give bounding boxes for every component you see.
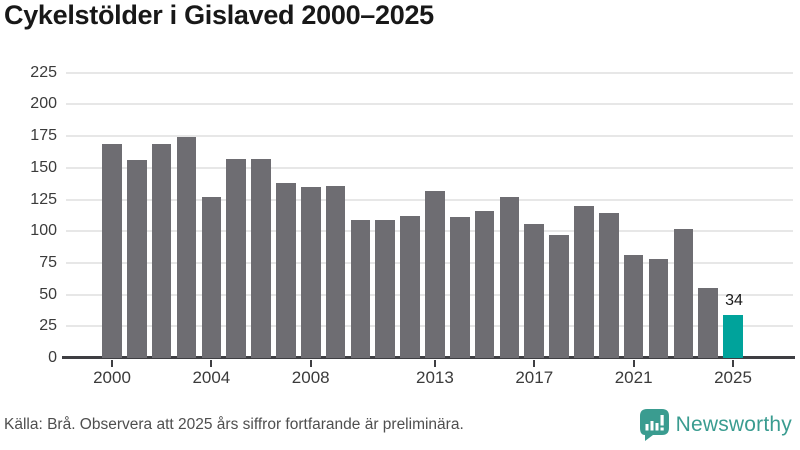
y-axis-tick-label: 225	[30, 63, 57, 81]
bar-value-annotation: 34	[725, 291, 743, 309]
bar-2015	[474, 210, 495, 358]
y-axis-tick-label: 200	[30, 95, 57, 113]
x-axis-tick	[732, 360, 734, 367]
x-axis-tick-label: 2025	[714, 368, 752, 387]
x-axis-tick-label: 2021	[614, 368, 653, 387]
bar-2010	[350, 219, 371, 358]
source-note: Källa: Brå. Observera att 2025 års siffr…	[4, 416, 464, 433]
bar-2006	[251, 158, 271, 358]
y-axis-tick-label: 125	[30, 190, 57, 208]
x-axis-tick	[632, 360, 635, 367]
x-axis-tick-label: 2013	[415, 368, 454, 387]
bar-2012	[400, 215, 420, 358]
y-axis-tick-label: 25	[39, 317, 57, 335]
bar-2013	[425, 190, 445, 358]
bar-2014	[449, 217, 470, 358]
bar-2001	[127, 160, 147, 358]
x-axis-tick-label: 2008	[291, 368, 330, 387]
newsworthy-bars-icon	[639, 409, 669, 441]
x-axis-tick	[433, 360, 436, 367]
newsworthy-logo: Newsworthy	[639, 409, 792, 441]
bar-2011	[375, 219, 396, 358]
gridline	[66, 166, 793, 169]
bar-2007	[276, 183, 296, 358]
chart-title: Cykelstölder i Gislaved 2000–2025	[4, 0, 434, 30]
x-axis-tick-label: 2004	[192, 368, 231, 387]
bar-2021	[623, 255, 644, 358]
bar-2022	[648, 259, 669, 358]
y-axis-tick-label: 175	[30, 127, 57, 145]
bar-2000	[102, 143, 122, 358]
bar-2019	[574, 205, 594, 358]
x-axis-tick	[210, 360, 213, 367]
y-axis-tick-label: 100	[30, 222, 57, 240]
gridline	[66, 103, 793, 106]
y-axis-tick-label: 75	[39, 253, 57, 271]
bar-2002	[151, 143, 172, 358]
bar-2005	[226, 158, 246, 358]
gridline	[66, 71, 793, 74]
y-axis-tick-label: 0	[48, 349, 57, 366]
newsworthy-logo-text: Newsworthy	[675, 413, 792, 436]
plot-area: 0 25 50 75 100 125 150 175 200 225 2000 2004 2008 201…	[30, 60, 795, 387]
bar-2023	[673, 228, 694, 358]
gridline	[66, 135, 793, 138]
x-axis-tick	[533, 360, 536, 367]
bar-2025	[723, 314, 743, 358]
bar-2003	[176, 137, 197, 358]
x-axis-tick-label: 2017	[515, 368, 554, 387]
y-axis-tick-label: 50	[39, 285, 57, 303]
bar-2004	[201, 196, 222, 358]
x-axis-tick-label: 2000	[93, 368, 131, 387]
bar-2017	[524, 223, 545, 358]
footer: Källa: Brå. Observera att 2025 års siffr…	[0, 406, 800, 450]
x-axis-tick	[309, 360, 312, 367]
bar-2008	[300, 186, 321, 358]
y-axis-tick-label: 150	[30, 158, 57, 176]
bar-2009	[325, 185, 346, 358]
bar-2016	[499, 196, 520, 358]
bar-2024	[698, 288, 718, 358]
x-axis-tick	[111, 360, 113, 367]
bar-2020	[599, 213, 619, 358]
bar-2018	[549, 235, 569, 358]
